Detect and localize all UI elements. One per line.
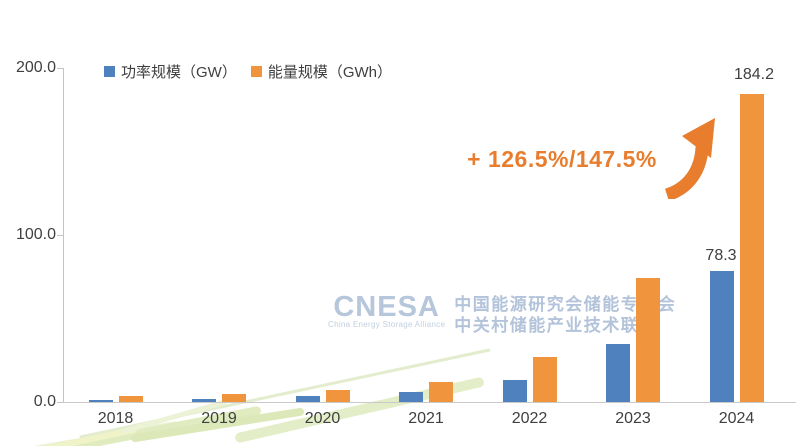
legend-item-energy[interactable]: 能量规模（GWh） [250, 61, 392, 82]
legend-swatch-orange [250, 66, 262, 77]
x-tick-2019: 2019 [201, 410, 237, 427]
bar-2023-gw [606, 344, 630, 402]
y-tick-label-0: 0.0 [33, 393, 56, 410]
watermark-chinese: 中国能源研究会储能专委会 中关村储能产业技术联盟 [454, 294, 676, 336]
bar-2018-gwh [118, 396, 143, 402]
legend-swatch-blue [104, 66, 115, 77]
y-tickmark [57, 235, 63, 236]
legend-label-power: 功率规模（GW） [121, 64, 237, 81]
watermark-line1: 中国能源研究会储能专委会 [454, 295, 677, 314]
legend: 功率规模（GW） 能量规模（GWh） [104, 61, 392, 82]
bar-2021-gw [399, 392, 423, 402]
data-label-gwh-2024: 184.2 [733, 66, 775, 83]
bar-2019-gw [192, 398, 216, 402]
x-tick-2018: 2018 [97, 410, 134, 427]
y-tick-label-100: 100.0 [15, 226, 56, 243]
bar-2020-gwh [325, 389, 350, 402]
x-tick-2022: 2022 [511, 410, 548, 427]
legend-item-power[interactable]: 功率规模（GW） [104, 61, 237, 82]
bar-2023-gwh [636, 277, 660, 402]
bar-2022-gw [502, 380, 527, 402]
bar-2021-gwh [429, 381, 453, 402]
x-tick-2021: 2021 [408, 410, 444, 427]
cnesa-tagline: China Energy Storage Alliance [328, 320, 446, 329]
y-tickmark [57, 68, 63, 69]
data-label-gw-2024: 78.3 [705, 247, 737, 264]
y-axis-line [63, 68, 64, 402]
cnesa-logo: CNESA [333, 291, 440, 323]
legend-label-energy: 能量规模（GWh） [267, 64, 392, 81]
bar-2020-gw [295, 396, 320, 402]
watermark: CNESA China Energy Storage Alliance 中国能源… [328, 291, 676, 336]
watermark-line2: 中关村储能产业技术联盟 [454, 316, 658, 335]
growth-arrow-icon [662, 117, 728, 204]
y-tickmark [57, 402, 63, 403]
watermark-logo-block: CNESA China Energy Storage Alliance [328, 291, 446, 330]
x-axis-line [63, 402, 796, 403]
growth-annotation: + 126.5%/147.5% [467, 146, 657, 172]
x-tick-2024: 2024 [718, 410, 755, 427]
x-tick-2020: 2020 [304, 410, 341, 427]
y-tick-label-200: 200.0 [15, 59, 56, 76]
bar-2024-gwh [739, 94, 764, 402]
bar-2022-gwh [532, 356, 557, 402]
bar-2024-gw [709, 271, 734, 402]
bar-2019-gwh [222, 393, 246, 402]
x-tick-2023: 2023 [615, 410, 651, 427]
bar-2018-gw [88, 400, 113, 402]
